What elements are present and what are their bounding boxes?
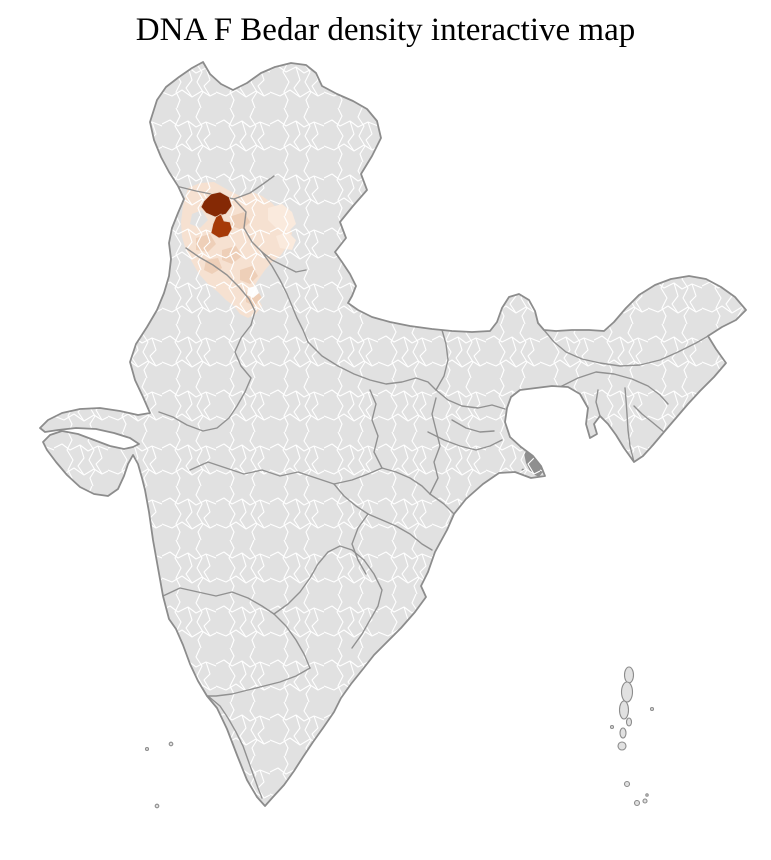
map-canvas[interactable] bbox=[0, 55, 771, 860]
lakshadweep-islands[interactable] bbox=[144, 741, 174, 809]
india-district-map[interactable] bbox=[0, 55, 771, 860]
page-title: DNA F Bedar density interactive map bbox=[135, 12, 636, 48]
district-highlight-secondary[interactable] bbox=[210, 213, 233, 239]
district-highlight-primary[interactable] bbox=[200, 191, 233, 218]
andaman-nicobar-islands[interactable] bbox=[609, 666, 655, 807]
district-grid bbox=[40, 62, 746, 806]
mainland-group[interactable] bbox=[0, 55, 771, 860]
state-boundaries bbox=[158, 175, 711, 799]
india-outline bbox=[39, 61, 747, 807]
